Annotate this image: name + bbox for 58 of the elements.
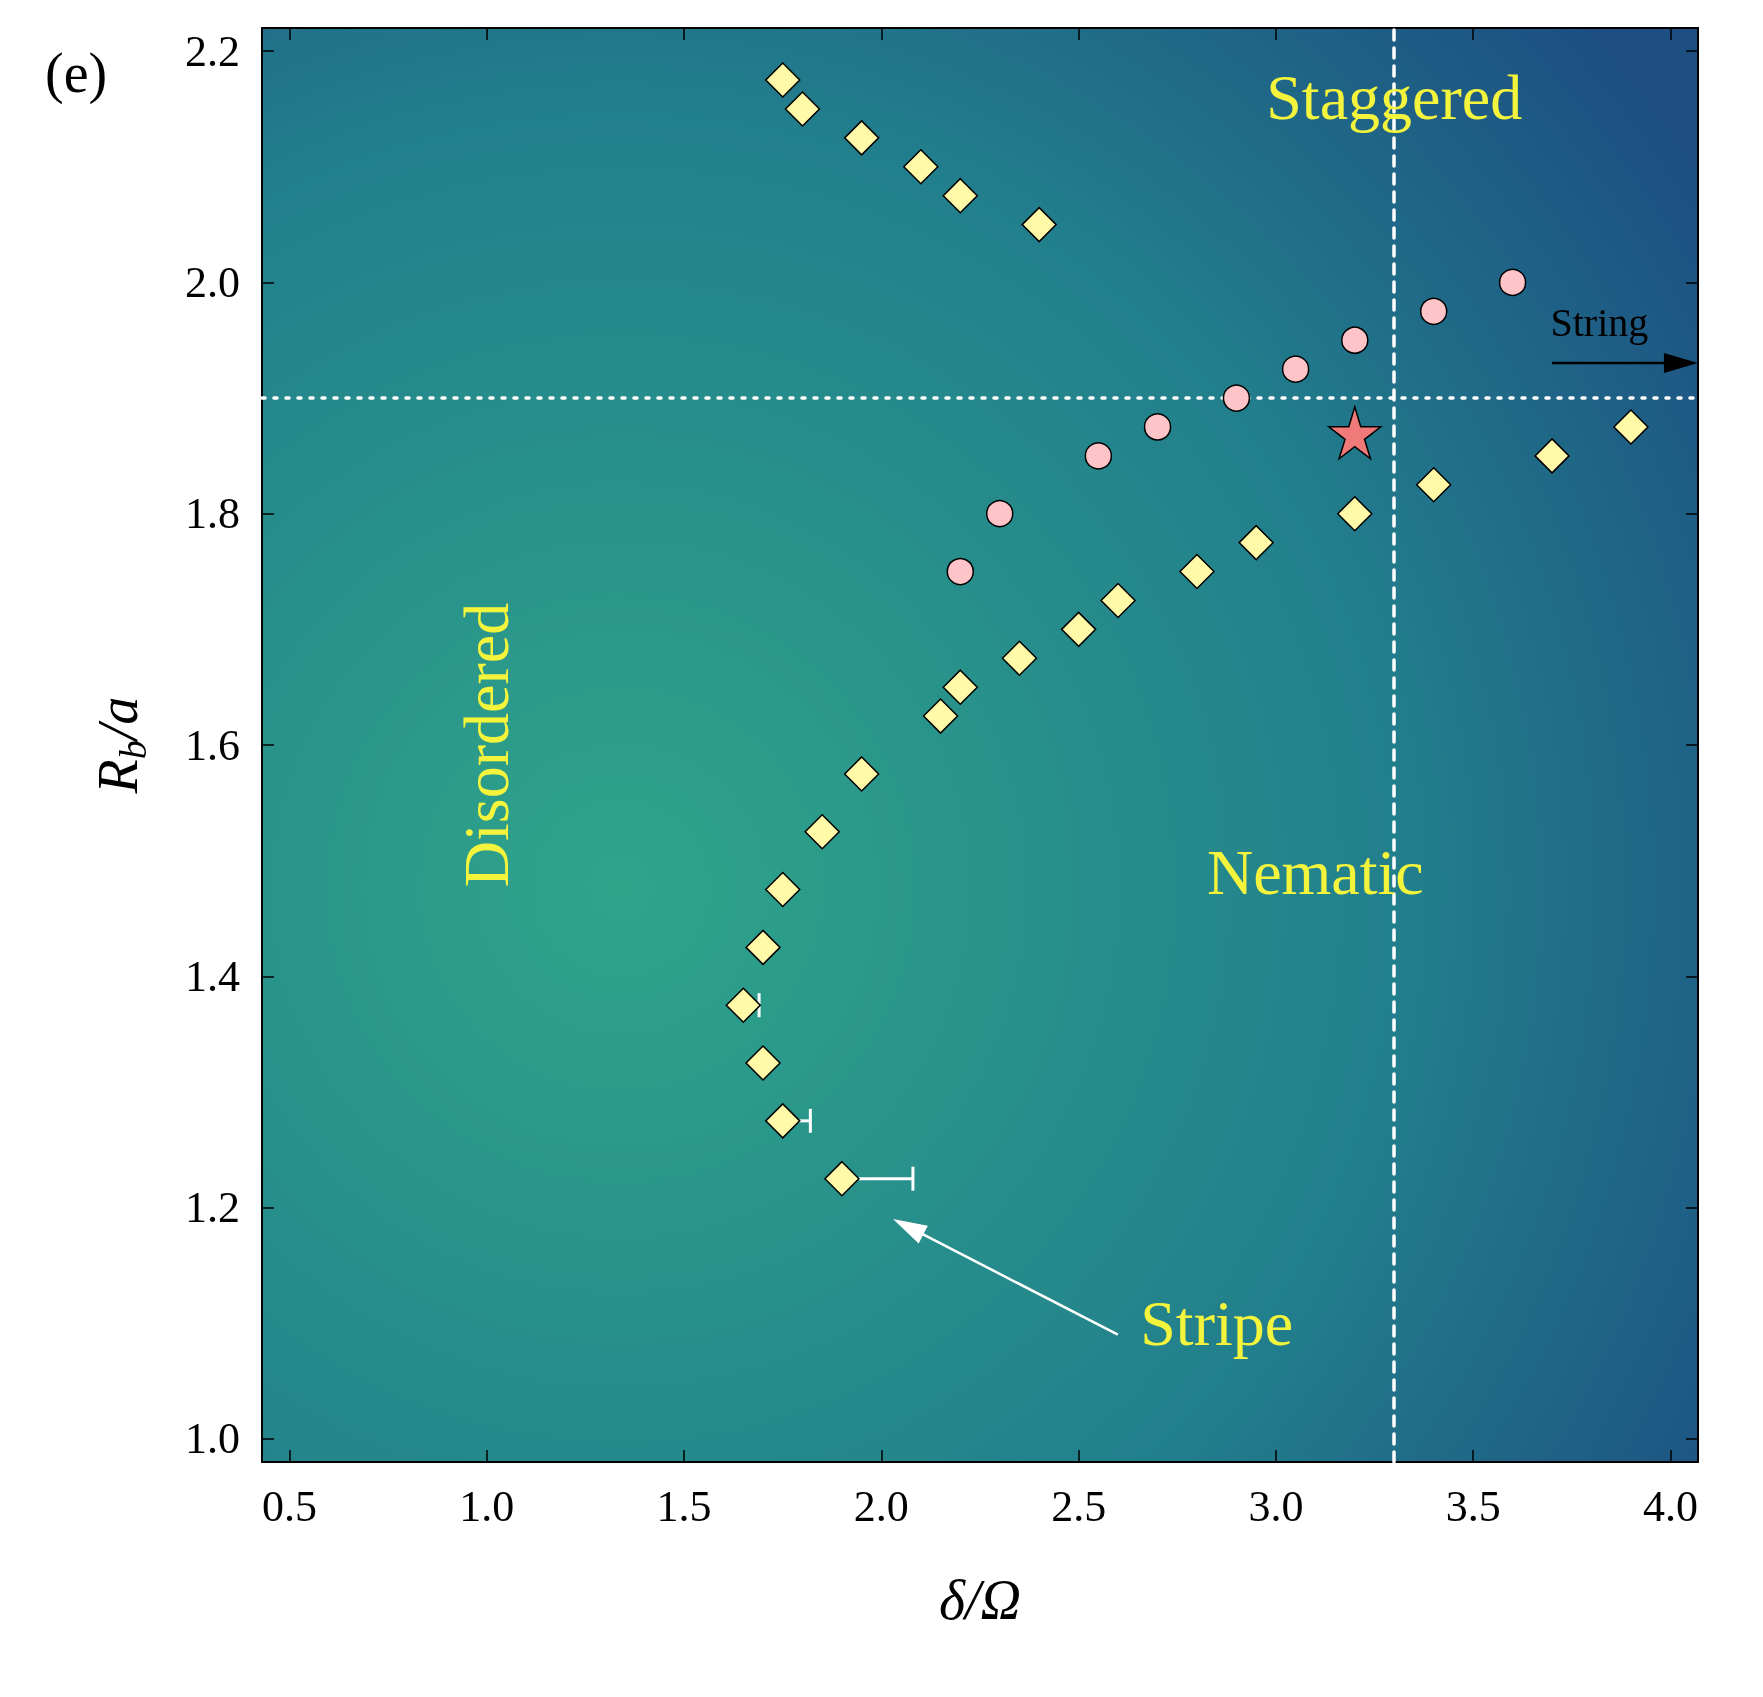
point [903, 149, 939, 185]
annotation: Disordered [451, 602, 523, 888]
y-tick-label: 1.4 [185, 951, 240, 1001]
point [1534, 438, 1570, 474]
point [1238, 524, 1274, 561]
annotation: Staggered [1266, 61, 1523, 133]
x-tick-label: 2.0 [853, 1481, 909, 1531]
point [1084, 442, 1113, 470]
point [1001, 640, 1038, 677]
point [1419, 297, 1448, 326]
x-tick-label: 4.0 [1642, 1481, 1698, 1531]
point [1021, 206, 1057, 243]
point [1498, 268, 1527, 297]
point [1143, 413, 1172, 441]
point [1281, 355, 1310, 383]
point [1337, 495, 1373, 532]
y-tick-label: 1.0 [185, 1414, 240, 1464]
x-tick-label: 2.5 [1051, 1481, 1107, 1531]
point [725, 987, 762, 1023]
annotation: Stripe [1140, 1287, 1294, 1359]
point [922, 698, 959, 734]
point [765, 871, 801, 908]
x-axis-title: δ/Ω [938, 1569, 1022, 1631]
point [765, 1103, 801, 1139]
point [1060, 611, 1097, 648]
x-tick-label: 3.0 [1248, 1481, 1304, 1531]
y-axis-title: Rb/a [87, 696, 154, 795]
y-tick-label: 2.0 [185, 257, 240, 307]
point [986, 499, 1014, 528]
y-tick-label: 2.2 [185, 26, 240, 76]
annotation: String [1550, 300, 1649, 346]
point [843, 120, 880, 156]
x-tick-label: 1.0 [459, 1481, 515, 1531]
point [745, 929, 781, 966]
point [1328, 406, 1382, 460]
x-tick-label: 0.5 [262, 1481, 318, 1531]
x-tick-label: 3.5 [1445, 1481, 1501, 1531]
annotation: Nematic [1206, 836, 1424, 908]
point [745, 1045, 781, 1081]
point [784, 91, 821, 127]
y-tick-label: 1.6 [185, 720, 240, 770]
point [942, 669, 979, 705]
point [804, 813, 840, 850]
point [1100, 582, 1136, 619]
point [765, 62, 801, 98]
point [824, 1160, 860, 1197]
point [1179, 553, 1215, 590]
point [1222, 384, 1251, 412]
text: (e) [45, 42, 108, 105]
y-tick-label: 1.2 [185, 1183, 240, 1233]
point [1341, 326, 1369, 354]
point [946, 557, 975, 586]
point [1613, 409, 1649, 445]
x-tick-label: 1.5 [656, 1481, 712, 1531]
point [843, 756, 880, 792]
y-tick-label: 1.8 [185, 489, 240, 539]
point [942, 177, 979, 214]
point [1415, 467, 1452, 503]
